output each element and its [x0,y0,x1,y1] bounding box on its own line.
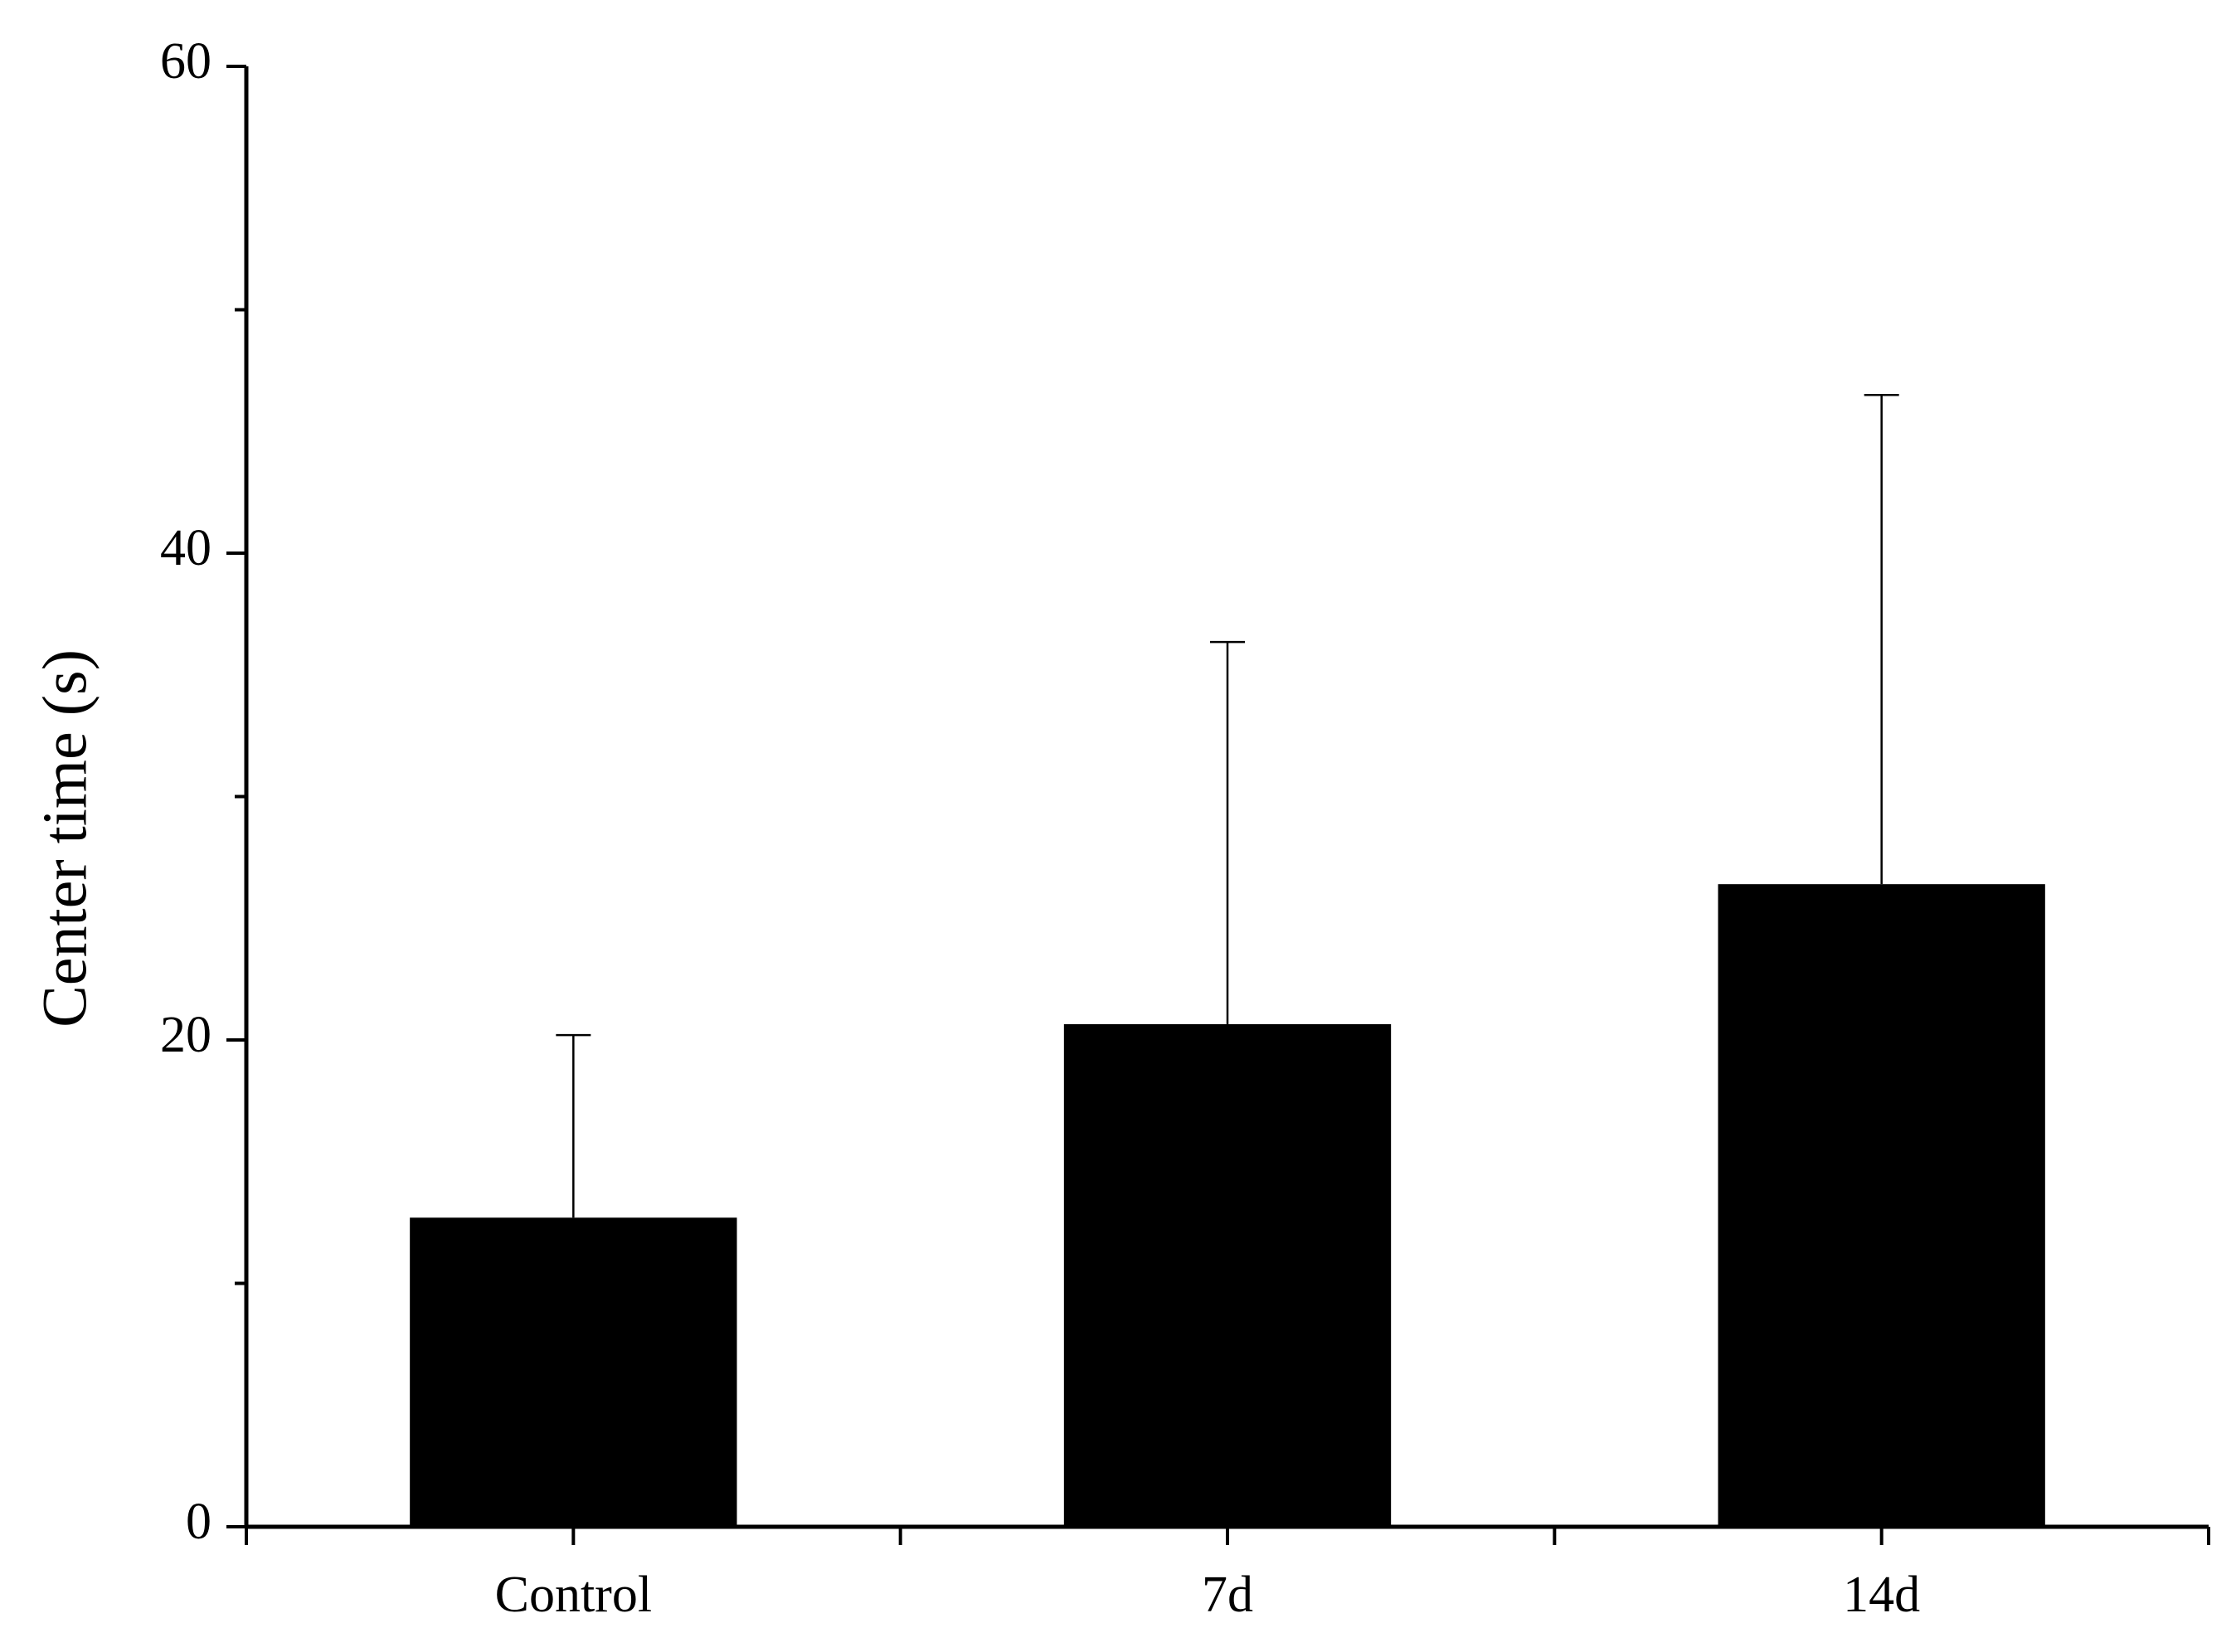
error-bar [1864,393,1899,885]
x-tick-label: 7d [1202,1567,1253,1623]
bar [410,1217,737,1527]
bar [1063,1023,1392,1527]
y-tick-label: 60 [160,33,211,90]
error-bar [1210,640,1245,1024]
x-tick-label: 14d [1843,1567,1920,1623]
y-tick-label: 0 [186,1494,211,1550]
error-bar [556,1033,591,1218]
y-tick-label: 40 [160,520,211,576]
y-axis-label: Center time (s) [30,649,100,1028]
bar [1718,884,2045,1527]
x-tick-label: Control [495,1567,652,1623]
y-tick-label: 20 [160,1007,211,1063]
